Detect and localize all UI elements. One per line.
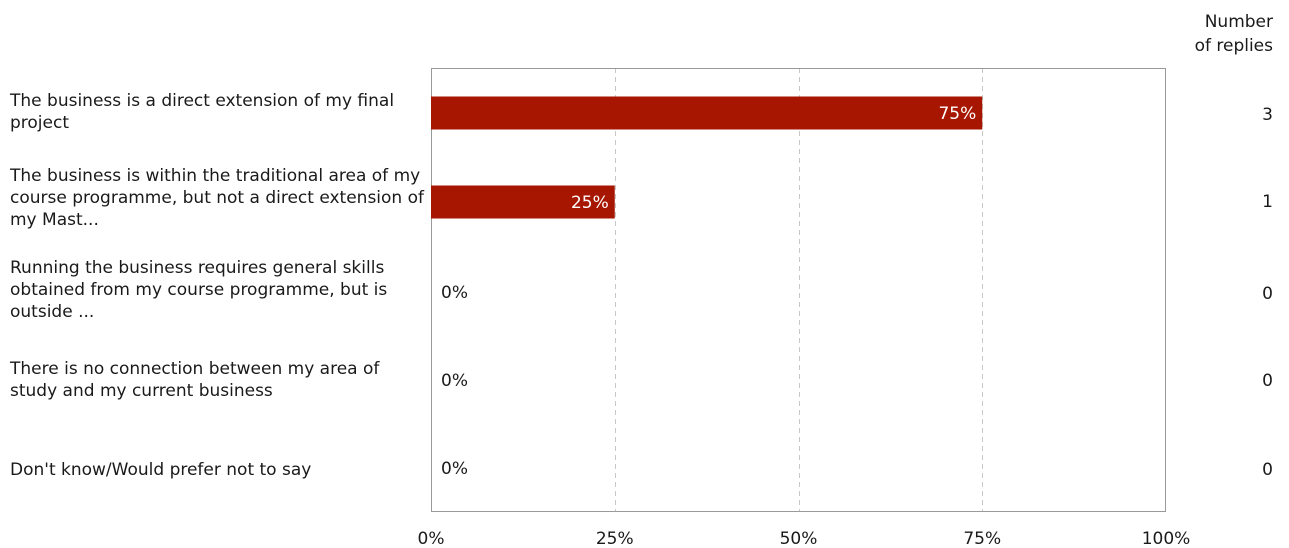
replies-header: Number of replies (1195, 10, 1273, 58)
bar (431, 185, 615, 219)
x-tick-label: 25% (596, 529, 634, 548)
category-label: The business is within the traditional a… (10, 166, 424, 230)
category-label: Running the business requires general sk… (10, 258, 388, 322)
category-label: There is no connection between my area o… (10, 359, 380, 401)
category-label: Don't know/Would prefer not to say (10, 460, 312, 480)
category-label: The business is a direct extension of my… (10, 91, 395, 133)
reply-count: 3 (1262, 105, 1273, 125)
bar-value-label: 0% (441, 283, 468, 303)
x-tick-label: 75% (963, 529, 1001, 548)
bar-value-label: 0% (441, 459, 468, 479)
bar-value-label: 25% (571, 193, 609, 213)
bar-value-label: 0% (441, 371, 468, 391)
bar-value-label: 75% (938, 104, 976, 124)
reply-count: 0 (1262, 284, 1273, 304)
bar (431, 96, 983, 130)
replies-header-line-1: Number (1204, 12, 1273, 32)
plot-frame (431, 68, 1166, 512)
x-tick-label: 0% (418, 529, 445, 548)
x-tick-label: 50% (780, 529, 818, 548)
reply-count: 0 (1262, 460, 1273, 480)
x-tick-label: 100% (1142, 529, 1191, 548)
reply-count: 1 (1262, 192, 1273, 212)
replies-header-line-2: of replies (1194, 36, 1273, 56)
reply-count: 0 (1262, 371, 1273, 391)
